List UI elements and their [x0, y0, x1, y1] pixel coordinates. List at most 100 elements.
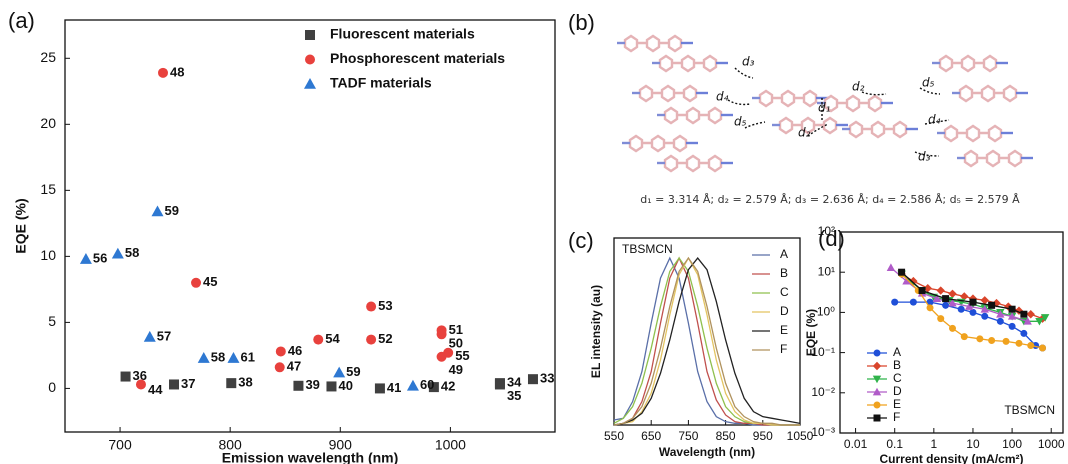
point-label: 53: [378, 298, 392, 313]
data-point: [158, 68, 168, 78]
y-tick-label: 25: [40, 49, 56, 65]
point-label: 52: [378, 331, 392, 346]
distance-label: d₃: [742, 55, 755, 69]
legend-label: B: [780, 266, 788, 280]
point-label: 61: [240, 349, 254, 364]
legend-marker: [873, 362, 881, 370]
data-point: [942, 302, 949, 309]
data-point: [326, 381, 336, 391]
data-point: [1003, 338, 1010, 345]
x-tick-label: 1000: [435, 437, 466, 453]
x-tick-label: 550: [604, 429, 624, 443]
legend-label: Fluorescent materials: [330, 26, 475, 42]
structure-caption: d₁ = 3.314 Å; d₂ = 2.579 Å; d₃ = 2.636 Å…: [640, 193, 1020, 206]
data-point: [910, 299, 917, 306]
y-tick-label: 20: [40, 115, 56, 131]
data-point: [375, 383, 385, 393]
data-point: [198, 352, 210, 363]
y-axis-title: EL intensity (au): [589, 285, 603, 378]
data-point: [136, 379, 146, 389]
legend-marker: [305, 30, 315, 40]
point-label: 58: [125, 245, 139, 260]
molecule: [657, 108, 733, 123]
x-axis-title: Current density (mA/cm²): [879, 452, 1023, 464]
data-point: [1020, 311, 1027, 318]
y-tick-label: 10²: [818, 224, 835, 238]
panel-label: (a): [8, 8, 35, 33]
point-label: 46: [288, 343, 302, 358]
y-tick-label: 10: [40, 247, 56, 263]
legend-label: C: [780, 285, 789, 299]
x-tick-label: 900: [329, 437, 353, 453]
molecule: [632, 86, 708, 101]
data-point: [949, 325, 956, 332]
data-point: [969, 309, 976, 316]
legend-label: Phosphorescent materials: [330, 50, 505, 66]
point-label: 59: [164, 203, 178, 218]
molecule: [842, 122, 918, 137]
point-label: 39: [305, 377, 319, 392]
molecule: [952, 86, 1028, 101]
point-label: 40: [338, 378, 352, 393]
data-point: [976, 335, 983, 342]
x-tick-label: 800: [218, 437, 242, 453]
point-label: 48: [170, 64, 184, 79]
data-point: [1027, 310, 1035, 318]
point-label: 41: [387, 380, 401, 395]
legend-label: A: [780, 247, 788, 261]
data-point: [961, 333, 968, 340]
data-point: [937, 286, 945, 294]
point-label: 54: [325, 331, 340, 346]
legend-marker: [874, 415, 881, 422]
point-label: 51: [449, 322, 463, 337]
legend-label: D: [893, 384, 902, 398]
distance-label: d₄: [716, 90, 729, 104]
x-tick-label: 700: [108, 437, 132, 453]
data-point: [981, 313, 988, 320]
data-point: [942, 295, 949, 302]
point-label: 58: [211, 349, 225, 364]
data-point: [275, 362, 285, 372]
legend-label: E: [893, 397, 901, 411]
distance-label: d₃: [918, 150, 931, 164]
point-label: 42: [441, 379, 455, 394]
distance-label: d₄: [928, 113, 941, 127]
data-point: [898, 269, 905, 276]
data-point: [80, 253, 92, 264]
y-axis-title: EQE (%): [13, 198, 29, 253]
data-point: [407, 380, 419, 391]
data-point: [919, 287, 926, 294]
data-point: [1027, 342, 1034, 349]
point-label: 33: [540, 371, 554, 386]
data-point: [333, 367, 345, 378]
figure: d₃ d₄ d₅ d₁ d₂ d₂ d₅ d₄ d₃ d₁ = 3.314 Å;…: [0, 0, 1068, 464]
annotation: TBSMCN: [622, 242, 673, 256]
y-tick-label: 10⁻²: [811, 385, 835, 399]
panel-label: (c): [568, 228, 594, 253]
data-point: [1009, 306, 1016, 313]
data-point: [293, 381, 303, 391]
x-tick-label: 100: [1002, 437, 1022, 451]
x-tick-label: 950: [753, 429, 773, 443]
x-tick-label: 1: [930, 437, 937, 451]
distance-label: d₁: [818, 101, 831, 115]
legend-label: F: [893, 410, 900, 424]
legend-label: TADF materials: [330, 75, 432, 91]
data-point: [313, 335, 323, 345]
point-label: 45: [203, 274, 217, 289]
y-tick-label: 10⁰: [817, 305, 835, 319]
point-label: 47: [287, 359, 301, 374]
x-tick-label: 650: [641, 429, 661, 443]
point-label: 60: [420, 377, 434, 392]
point-label: 37: [181, 376, 195, 391]
legend-marker: [304, 78, 316, 89]
data-point: [1009, 323, 1016, 330]
molecule: [752, 91, 828, 106]
x-tick-label: 850: [716, 429, 736, 443]
y-tick-label: 15: [40, 181, 56, 197]
point-label: 35: [507, 388, 521, 403]
data-point: [276, 346, 286, 356]
distance-label: d₂: [852, 80, 865, 94]
legend-label: D: [780, 304, 789, 318]
point-label: 57: [157, 328, 171, 343]
